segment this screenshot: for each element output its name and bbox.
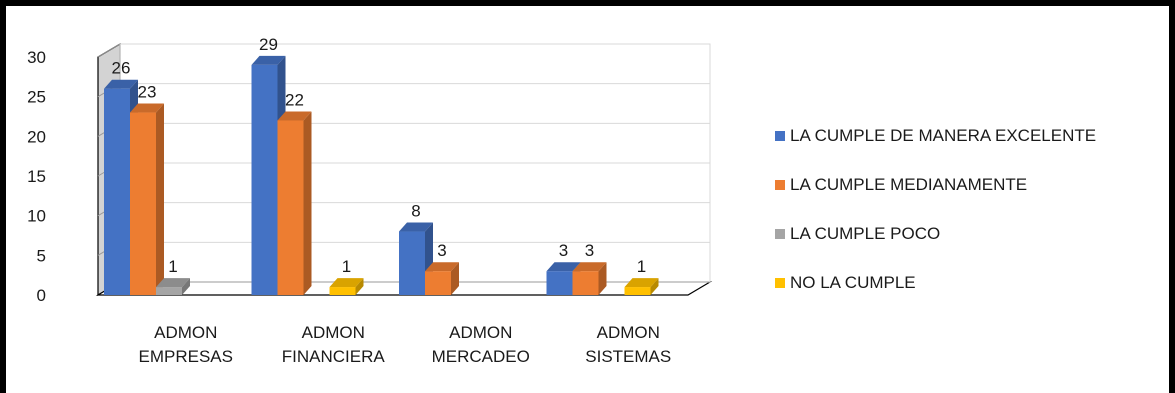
bar-side <box>650 278 659 295</box>
legend-swatch <box>775 131 785 141</box>
y-tick-label: 10 <box>27 207 46 226</box>
bar <box>130 103 164 296</box>
bar-side <box>156 103 164 296</box>
y-tick-label: 25 <box>27 88 46 107</box>
legend-item: LA CUMPLE DE MANERA EXCELENTE <box>775 124 1170 148</box>
data-label: 3 <box>559 241 568 260</box>
bar <box>624 278 659 295</box>
bar-top <box>251 55 286 65</box>
side-gridline <box>97 43 121 58</box>
bar-top <box>156 278 190 288</box>
legend-swatch <box>775 229 785 239</box>
bar-top <box>399 222 433 232</box>
bar-face <box>329 287 356 295</box>
bar-side <box>303 111 312 295</box>
legend-label: LA CUMPLE MEDIANAMENTE <box>790 175 1028 194</box>
category-label: ADMON EMPRESAS <box>139 323 233 366</box>
data-label: 3 <box>585 241 594 260</box>
bar <box>156 278 190 295</box>
data-label: 1 <box>637 257 646 276</box>
bar-face <box>624 287 651 295</box>
y-tick-label: 20 <box>27 127 46 146</box>
bar <box>572 262 607 295</box>
category-labels: ADMON EMPRESAS ADMON FINANCIERA ADMON MERCADE… <box>139 323 672 366</box>
legend-swatch <box>775 278 785 288</box>
bar-series <box>104 55 659 296</box>
legend-swatch <box>775 180 785 190</box>
y-axis-ticks: 0 5 10 15 20 25 30 <box>27 48 46 305</box>
category-label: ADMON MERCADEO <box>432 323 530 366</box>
bar-face <box>130 112 156 296</box>
bar-top <box>329 278 364 288</box>
data-label: 22 <box>285 90 304 109</box>
data-label: 1 <box>168 257 177 276</box>
legend: LA CUMPLE DE MANERA EXCELENTE LA CUMPLE M… <box>775 124 1170 320</box>
data-label: 3 <box>437 241 446 260</box>
category-label: ADMON SISTEMAS <box>585 323 671 366</box>
bar-side <box>355 278 364 295</box>
bar-side <box>451 262 459 295</box>
bar-top <box>130 103 164 113</box>
data-label: 8 <box>411 202 420 221</box>
data-label: 29 <box>259 35 278 54</box>
legend-label: LA CUMPLE DE MANERA EXCELENTE <box>790 126 1097 145</box>
bar-side <box>598 262 607 295</box>
legend-item: LA CUMPLE MEDIANAMENTE <box>775 173 1170 197</box>
gridlines <box>97 43 710 256</box>
bar <box>425 262 459 295</box>
bar-top <box>624 278 659 288</box>
bar-top <box>277 111 312 121</box>
data-label: 26 <box>112 59 131 78</box>
bar-top <box>104 79 138 89</box>
legend-label: LA CUMPLE POCO <box>790 224 941 243</box>
bar-top <box>546 262 581 272</box>
y-tick-label: 5 <box>37 246 46 265</box>
y-tick-label: 15 <box>27 167 46 186</box>
bar <box>329 278 364 295</box>
bar-face <box>277 120 304 295</box>
legend-label: NO LA CUMPLE <box>790 273 916 292</box>
bar-face <box>251 64 278 295</box>
bar-face <box>156 287 182 295</box>
bar <box>277 111 312 295</box>
y-tick-label: 30 <box>27 48 46 67</box>
y-tick-label: 0 <box>37 286 46 305</box>
bar-side <box>182 278 190 295</box>
bar-top <box>572 262 607 272</box>
data-label: 23 <box>138 83 157 102</box>
bar-face <box>425 271 451 295</box>
bar-top <box>425 262 459 272</box>
bar-face <box>399 231 425 295</box>
bar-face <box>572 271 599 295</box>
bar-face <box>546 271 573 295</box>
data-label: 1 <box>342 257 351 276</box>
bar-face <box>104 88 130 295</box>
legend-item: NO LA CUMPLE <box>775 271 1170 295</box>
category-label: ADMON FINANCIERA <box>282 323 386 366</box>
legend-item: LA CUMPLE POCO <box>775 222 1170 246</box>
